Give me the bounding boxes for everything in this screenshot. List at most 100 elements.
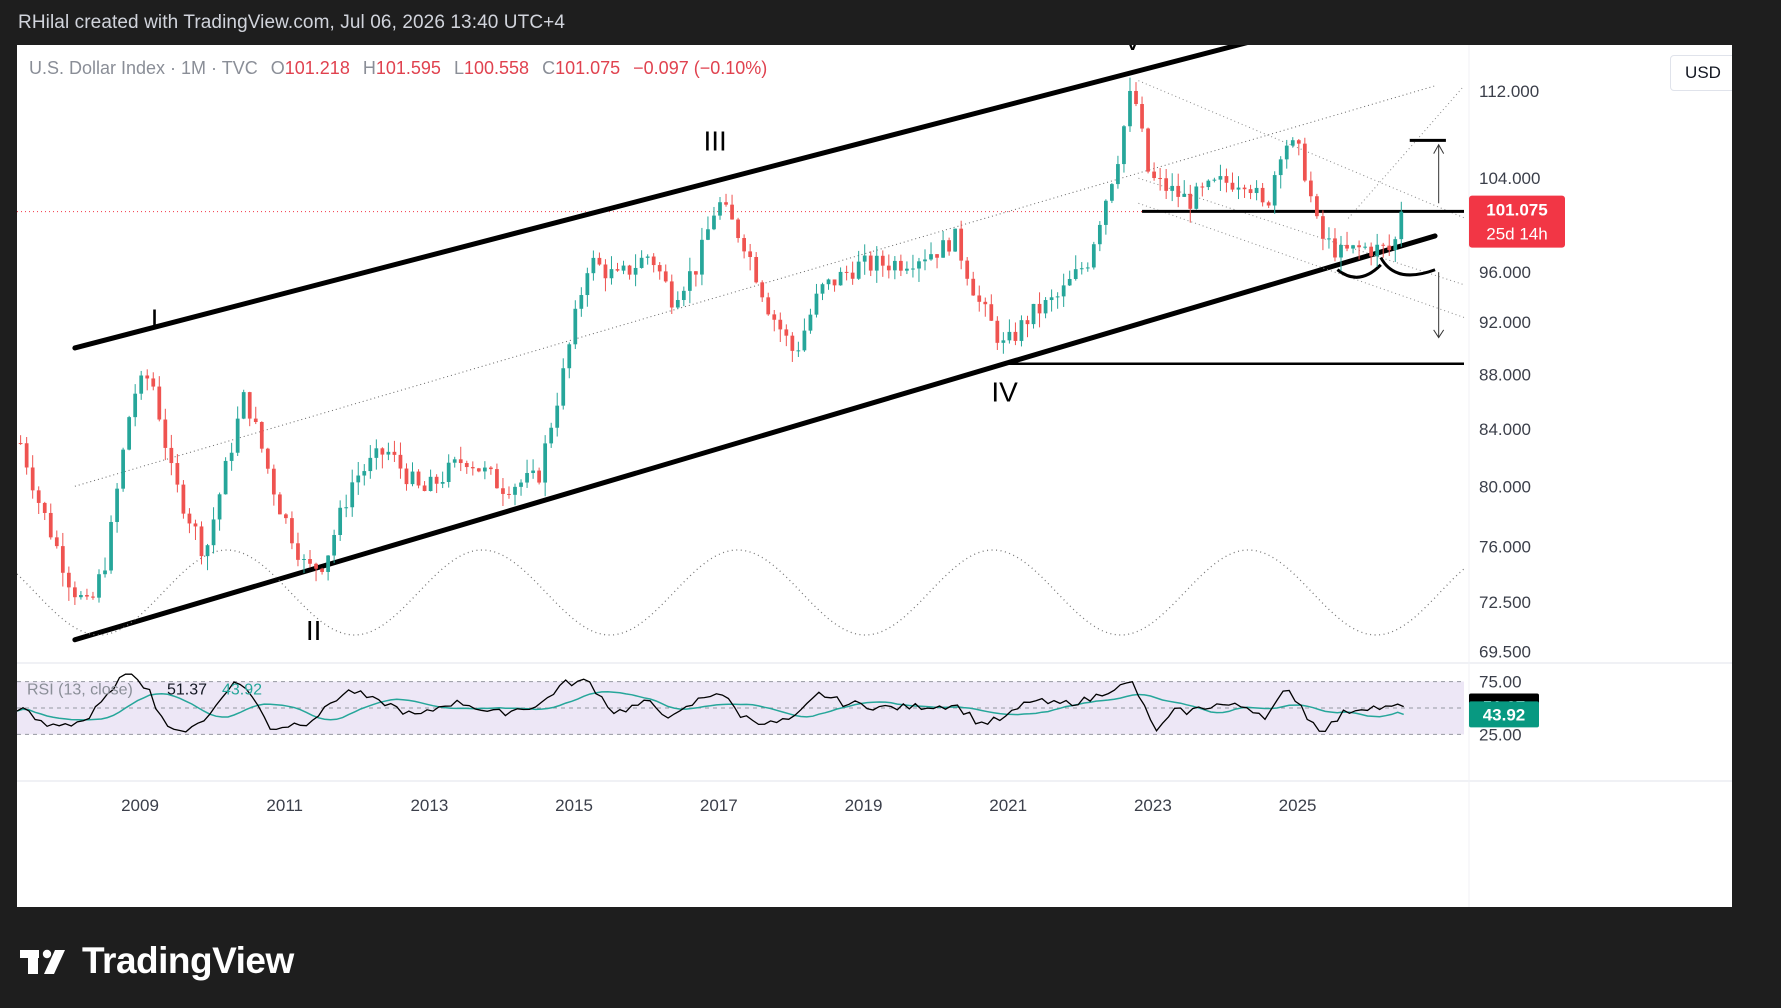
candle-body xyxy=(977,295,982,302)
candle-body xyxy=(549,427,554,444)
candle-body xyxy=(525,473,529,483)
candle-body xyxy=(947,240,951,252)
candle-body xyxy=(253,418,258,423)
candle-body xyxy=(157,386,162,420)
candle-body xyxy=(217,494,222,520)
up-arrow-head xyxy=(1433,143,1445,154)
candle-body xyxy=(856,261,861,279)
candle-body xyxy=(1333,238,1337,258)
candle-body xyxy=(1230,182,1235,190)
candle-body xyxy=(1164,178,1169,191)
candle-body xyxy=(229,452,234,461)
candle-body xyxy=(1031,303,1036,325)
candle-body xyxy=(1200,186,1205,188)
candle-body xyxy=(103,570,107,575)
candle-body xyxy=(169,447,174,464)
candle-body xyxy=(748,251,753,258)
candle-body xyxy=(621,265,626,271)
bracket-right xyxy=(1379,256,1436,277)
channel-lower xyxy=(72,233,1438,643)
x-tick-label: 2017 xyxy=(700,796,738,815)
candle-body xyxy=(458,459,463,464)
candle-body xyxy=(579,295,584,309)
candle-body xyxy=(205,545,210,557)
high-value: 101.595 xyxy=(375,58,441,78)
candle-body xyxy=(1134,90,1138,105)
candle-body xyxy=(1019,320,1024,341)
candle-body xyxy=(880,255,885,266)
change-value: −0.097 (−0.10%) xyxy=(633,58,768,78)
candle-body xyxy=(1284,145,1289,160)
candle-body xyxy=(1001,340,1006,343)
rsi-tick-label: 75.00 xyxy=(1479,673,1522,692)
candle-body xyxy=(1381,244,1386,246)
candle-body xyxy=(905,268,909,271)
rsi-ma-line xyxy=(17,691,1404,721)
candle-body xyxy=(284,514,288,519)
rsi-ma-value: 43.92 xyxy=(222,682,262,699)
chart-panel[interactable]: 112.000 104.000 96.000 92.000 88.000 84.000 80… xyxy=(17,45,1732,907)
candle-body xyxy=(1272,175,1277,206)
candle-body xyxy=(127,417,132,450)
candle-body xyxy=(838,271,843,286)
candle-body xyxy=(1049,297,1054,301)
candle-body xyxy=(464,463,469,468)
y-tick-label: 76.000 xyxy=(1479,538,1531,557)
candle-body xyxy=(1387,245,1392,251)
candle-body xyxy=(1327,238,1331,240)
candle-body xyxy=(1248,189,1253,194)
candle-body xyxy=(380,448,385,455)
wave-label: II xyxy=(306,615,322,646)
candle-body xyxy=(1128,90,1132,127)
candle-body xyxy=(669,281,674,308)
currency-button[interactable]: USD xyxy=(1670,55,1732,91)
y-tick-label: 88.000 xyxy=(1479,365,1531,384)
candle-body xyxy=(115,488,119,522)
wave-label: I xyxy=(151,304,159,335)
candle-body xyxy=(645,256,650,258)
candle-body xyxy=(923,259,927,262)
candle-body xyxy=(187,513,192,524)
candle-body xyxy=(513,486,517,495)
candle-body xyxy=(362,471,367,476)
candle-body xyxy=(784,329,789,336)
candle-body xyxy=(633,267,638,275)
candle-body xyxy=(338,507,343,535)
candle-body xyxy=(446,462,451,482)
candle-body xyxy=(1037,303,1042,314)
candle-body xyxy=(1369,246,1374,257)
price-chart[interactable]: 112.000 104.000 96.000 92.000 88.000 84.000 80… xyxy=(17,45,1732,907)
candle-body xyxy=(163,419,168,448)
candle-body xyxy=(1097,224,1102,245)
candles xyxy=(18,77,1404,605)
candle-body xyxy=(929,254,933,260)
candle-body xyxy=(470,467,475,469)
candle-body xyxy=(66,572,71,588)
candle-body xyxy=(410,471,415,485)
candle-body xyxy=(73,587,77,598)
candle-body xyxy=(1345,244,1349,249)
wave-label: IV xyxy=(991,376,1018,407)
candle-body xyxy=(404,468,409,485)
rsi-ma-badge-value: 43.92 xyxy=(1483,705,1526,724)
candle-body xyxy=(917,261,921,269)
x-tick-label: 2009 xyxy=(121,796,159,815)
candle-body xyxy=(778,319,783,330)
candle-body xyxy=(428,476,433,492)
candle-body xyxy=(935,254,939,258)
candle-body xyxy=(772,314,777,320)
decline-upper xyxy=(1138,80,1465,219)
candle-body xyxy=(308,558,312,564)
candle-body xyxy=(422,485,427,492)
candle-body xyxy=(350,482,355,508)
candle-body xyxy=(561,368,566,406)
candle-body xyxy=(1321,216,1325,239)
candle-body xyxy=(1351,245,1355,249)
candle-body xyxy=(995,320,1000,343)
candle-body xyxy=(434,476,439,484)
candle-body xyxy=(1266,202,1271,206)
candle-body xyxy=(235,418,240,453)
down-arrow-head xyxy=(1433,329,1445,339)
candle-body xyxy=(1290,140,1295,146)
candle-body xyxy=(302,558,306,560)
